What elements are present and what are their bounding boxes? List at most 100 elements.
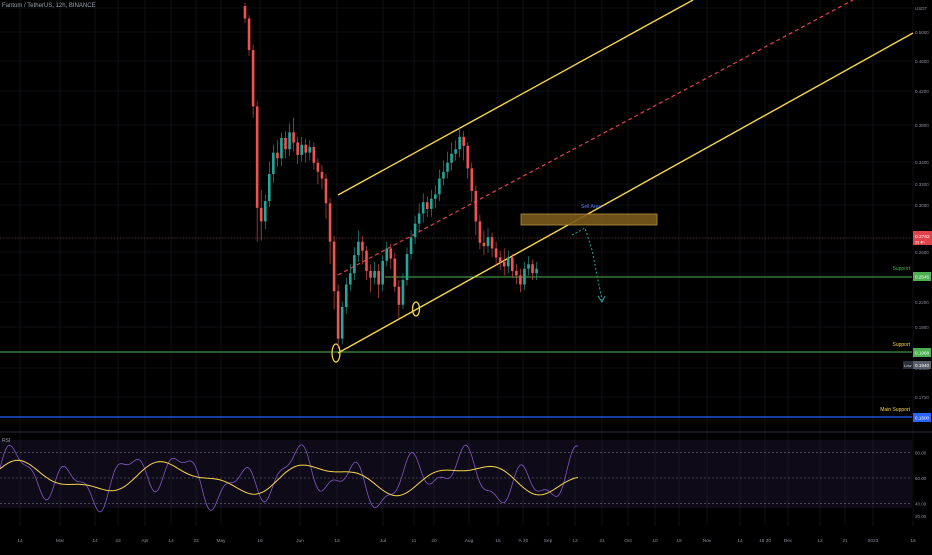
current-price-tag	[913, 231, 932, 245]
time-tick-label: 11	[412, 538, 417, 544]
candle	[523, 268, 526, 285]
candle	[332, 241, 336, 292]
price-tick-label: 0.3000	[915, 203, 929, 208]
candle	[502, 261, 506, 267]
time-tick-label: 'A 30	[518, 538, 529, 544]
candle	[421, 202, 425, 214]
price-tick-label: 0.2600	[915, 250, 929, 255]
candle	[527, 264, 530, 269]
candle	[357, 241, 360, 256]
candle	[369, 270, 372, 278]
candle	[251, 50, 255, 107]
time-tick-label: Mar	[56, 538, 65, 544]
candle	[340, 307, 344, 339]
candle	[506, 257, 510, 267]
time-tick-label: 15	[495, 538, 501, 544]
price-tick-label: 0.2200	[915, 300, 929, 305]
time-tick-label: Apr	[141, 538, 149, 544]
time-tick-label: 14	[168, 538, 174, 544]
support-tag-upper	[913, 272, 931, 281]
support-label-upper: Support	[892, 266, 910, 272]
low-badge	[903, 361, 913, 369]
candle	[458, 136, 461, 150]
price-tick-label: 0.4200	[915, 89, 929, 94]
candle	[519, 275, 522, 285]
support-value-lower: 0.1968	[915, 351, 929, 356]
low-badge-text: Low	[904, 363, 911, 368]
current-price-value: 0.2762	[915, 234, 930, 240]
time-tick-label: Sep	[544, 538, 553, 544]
candle	[482, 242, 486, 247]
rsi-tick-label: 20.00	[915, 514, 927, 519]
time-tick-label: 14	[92, 538, 98, 544]
candle	[531, 264, 534, 274]
time-tick-label: Aug	[465, 538, 474, 544]
time-tick-label: 23	[193, 538, 199, 544]
time-tick-label: 13	[334, 538, 340, 544]
price-tick-label: 0.1710	[915, 395, 929, 400]
time-tick-label: 19	[676, 538, 682, 544]
rsi-band	[0, 440, 912, 508]
touch-marker-low	[331, 343, 341, 363]
time-tick-label: 20	[431, 538, 437, 544]
candle	[349, 273, 352, 285]
candle	[397, 286, 401, 305]
time-tick-label: 15 30	[759, 538, 771, 544]
price-tick-label: USDT	[915, 6, 928, 11]
rsi-label: RSI	[2, 438, 10, 444]
price-tick-label: 0.1900	[915, 325, 929, 330]
rsi-tick-label: 40.00	[915, 501, 927, 506]
candle	[247, 18, 251, 51]
candle	[417, 213, 421, 224]
candle	[393, 258, 397, 287]
candle	[401, 279, 405, 305]
candle	[466, 145, 470, 169]
price-tick-label: 0.3400	[915, 160, 929, 165]
candles	[243, 2, 538, 349]
candle	[353, 255, 356, 274]
candle	[284, 137, 287, 150]
candle	[288, 132, 291, 150]
candle	[515, 270, 518, 276]
candle	[320, 171, 324, 179]
time-tick-label: 12	[572, 538, 578, 544]
main-support-tag	[913, 413, 931, 422]
candle	[425, 202, 429, 209]
candle	[381, 260, 384, 285]
candle	[413, 223, 417, 238]
candle	[462, 136, 465, 146]
candle	[263, 201, 267, 222]
support-label-lower: Support	[892, 342, 910, 348]
forecast-path	[571, 227, 603, 301]
main-support-label: Main Support	[880, 407, 910, 413]
time-tick-label: 2023	[868, 538, 879, 544]
time-tick-label: Dec	[784, 538, 793, 544]
price-tick-label: 0.3800	[915, 123, 929, 128]
grid-horizontal	[0, 7, 912, 421]
rsi-tick-label: 60.00	[915, 476, 927, 481]
candle	[292, 132, 295, 143]
support-tag-lower	[913, 348, 931, 357]
candle	[373, 270, 376, 278]
channel-midline	[337, 0, 854, 276]
candle	[446, 162, 449, 172]
low-value: 0.1940	[915, 363, 929, 368]
candle	[377, 270, 380, 285]
price-tick-label: 0.5000	[915, 30, 929, 35]
candle	[535, 268, 538, 274]
candle	[474, 190, 478, 222]
candle	[498, 257, 502, 262]
candle	[316, 162, 320, 172]
candle	[434, 194, 437, 199]
candle	[409, 237, 413, 255]
candle	[511, 257, 514, 271]
candle	[272, 152, 275, 175]
candle	[300, 144, 303, 155]
time-tick-label: 16	[910, 538, 916, 544]
touch-marker-mid	[411, 301, 421, 317]
candle	[255, 106, 259, 208]
candle	[344, 284, 348, 308]
candle	[494, 248, 498, 258]
